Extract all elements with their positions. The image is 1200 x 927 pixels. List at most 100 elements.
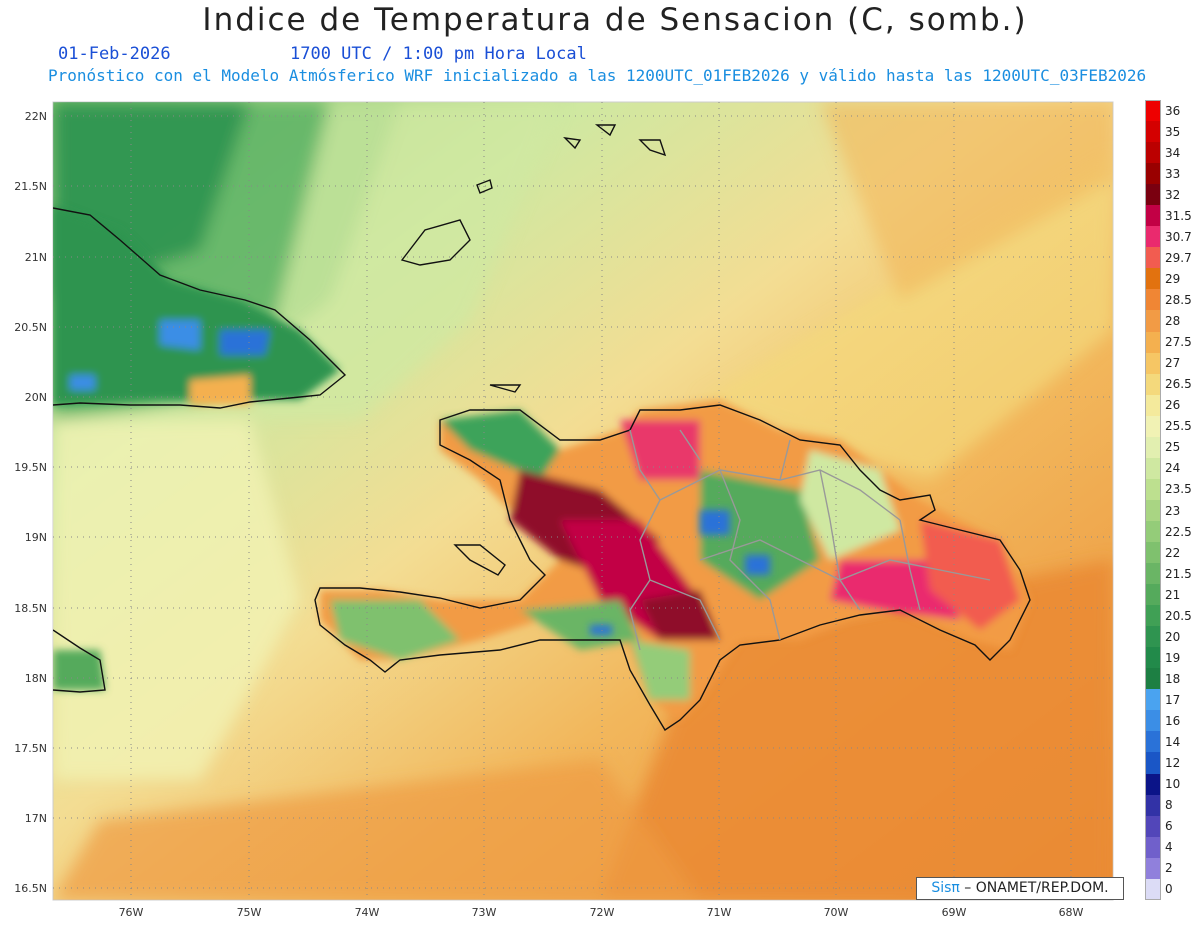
colorbar-label: 34 bbox=[1165, 145, 1181, 160]
colorbar-swatch bbox=[1145, 352, 1161, 374]
colorbar-label: 20 bbox=[1165, 629, 1181, 644]
lon-label: 69W bbox=[942, 906, 967, 919]
colorbar-swatch bbox=[1145, 331, 1161, 353]
lat-label: 22N bbox=[25, 110, 47, 123]
lat-label: 18N bbox=[25, 672, 47, 685]
lon-label: 70W bbox=[824, 906, 849, 919]
colorbar-swatch bbox=[1145, 373, 1161, 395]
lon-label: 76W bbox=[119, 906, 144, 919]
colorbar-swatch bbox=[1145, 689, 1161, 711]
lon-label: 75W bbox=[237, 906, 262, 919]
colorbar-label: 17 bbox=[1165, 693, 1181, 707]
colorbar-swatch bbox=[1145, 794, 1161, 816]
lat-label: 18.5N bbox=[14, 602, 47, 615]
colorbar-swatch bbox=[1145, 100, 1161, 122]
lat-label: 20.5N bbox=[14, 321, 47, 334]
colorbar-label: 12 bbox=[1165, 756, 1181, 771]
lat-label: 21N bbox=[25, 251, 47, 264]
colorbar bbox=[1145, 100, 1161, 900]
colorbar-label: 2 bbox=[1165, 861, 1173, 876]
colorbar-swatch bbox=[1145, 605, 1161, 627]
colorbar-label: 29 bbox=[1165, 271, 1181, 286]
credit-brand: Sisπ bbox=[931, 880, 960, 896]
lat-label: 19.5N bbox=[14, 461, 47, 474]
colorbar-label: 22 bbox=[1165, 545, 1181, 560]
colorbar-swatch bbox=[1145, 142, 1161, 164]
lat-label: 16.5N bbox=[14, 882, 47, 895]
colorbar-label: 8 bbox=[1165, 798, 1173, 813]
colorbar-swatch bbox=[1145, 268, 1161, 290]
colorbar-label: 10 bbox=[1165, 777, 1181, 792]
colorbar-label: 24 bbox=[1165, 461, 1181, 476]
colorbar-swatch bbox=[1145, 647, 1161, 669]
lon-label: 71W bbox=[707, 906, 732, 919]
colorbar-label: 22.5 bbox=[1165, 524, 1192, 539]
colorbar-label: 23.5 bbox=[1165, 482, 1192, 497]
lon-label: 74W bbox=[355, 906, 380, 919]
colorbar-swatch bbox=[1145, 857, 1161, 879]
colorbar-label: 36 bbox=[1165, 103, 1181, 118]
colorbar-label: 6 bbox=[1165, 819, 1173, 834]
colorbar-label: 21.5 bbox=[1165, 566, 1192, 581]
colorbar-swatch bbox=[1145, 121, 1161, 143]
forecast-time: 1700 UTC / 1:00 pm Hora Local bbox=[290, 44, 587, 64]
colorbar-swatch bbox=[1145, 541, 1161, 564]
colorbar-label: 25.5 bbox=[1165, 419, 1192, 434]
colorbar-label: 29.7 bbox=[1165, 250, 1192, 265]
colorbar-swatch bbox=[1145, 731, 1161, 753]
colorbar-label: 25 bbox=[1165, 440, 1181, 455]
colorbar-swatch bbox=[1145, 478, 1161, 500]
colorbar-label: 23 bbox=[1165, 503, 1181, 518]
colorbar-label: 16 bbox=[1165, 714, 1181, 729]
colorbar-label: 19 bbox=[1165, 650, 1181, 665]
lat-labels: 22N 21.5N 21N 20.5N 20N 19.5N 19N 18.5N … bbox=[14, 110, 47, 895]
colorbar-swatch bbox=[1145, 584, 1161, 606]
colorbar-swatch bbox=[1145, 815, 1161, 837]
lat-label: 17.5N bbox=[14, 742, 47, 755]
lat-label: 21.5N bbox=[14, 180, 47, 193]
lon-label: 73W bbox=[472, 906, 497, 919]
lat-label: 17N bbox=[25, 812, 47, 825]
colorbar-swatch bbox=[1145, 499, 1161, 521]
colorbar-swatch bbox=[1145, 878, 1161, 900]
colorbar-swatch bbox=[1145, 205, 1161, 227]
colorbar-swatch bbox=[1145, 394, 1161, 416]
colorbar-label: 26 bbox=[1165, 398, 1181, 413]
colorbar-label: 32 bbox=[1165, 187, 1181, 202]
colorbar-swatch bbox=[1145, 710, 1161, 732]
colorbar-label: 33 bbox=[1165, 166, 1181, 181]
colorbar-label: 14 bbox=[1165, 735, 1181, 750]
colorbar-swatch bbox=[1145, 626, 1161, 648]
colorbar-swatch bbox=[1145, 563, 1161, 585]
colorbar-label: 28 bbox=[1165, 314, 1181, 329]
colorbar-swatch bbox=[1145, 310, 1161, 332]
lon-label: 68W bbox=[1059, 906, 1084, 919]
colorbar-label: 26.5 bbox=[1165, 377, 1192, 392]
colorbar-label: 35 bbox=[1165, 124, 1181, 139]
field-shading bbox=[53, 102, 1113, 900]
colorbar-swatch bbox=[1145, 436, 1161, 458]
colorbar-label: 31.5 bbox=[1165, 208, 1192, 223]
colorbar-label: 21 bbox=[1165, 587, 1181, 602]
lon-labels: 76W 75W 74W 73W 72W 71W 70W 69W 68W bbox=[119, 906, 1084, 919]
colorbar-swatch bbox=[1145, 668, 1161, 690]
colorbar-swatch bbox=[1145, 752, 1161, 774]
colorbar-swatch bbox=[1145, 247, 1161, 269]
colorbar-label: 18 bbox=[1165, 671, 1181, 686]
colorbar-label: 0 bbox=[1165, 882, 1173, 897]
coastlines bbox=[53, 124, 1031, 731]
colorbar-swatch bbox=[1145, 415, 1161, 437]
colorbar-swatch bbox=[1145, 773, 1161, 795]
heat-index-map: 22N 21.5N 21N 20.5N 20N 19.5N 19N 18.5N … bbox=[14, 101, 1114, 919]
forecast-note: Pronóstico con el Modelo Atmósferico WRF… bbox=[48, 66, 1147, 85]
colorbar-swatch bbox=[1145, 184, 1161, 206]
colorbar-swatch bbox=[1145, 836, 1161, 858]
map-title: Indice de Temperatura de Sensacion (C, s… bbox=[202, 2, 1028, 38]
colorbar-swatch bbox=[1145, 289, 1161, 311]
graticule bbox=[53, 102, 1113, 900]
lon-label: 72W bbox=[590, 906, 615, 919]
colorbar-label: 27.5 bbox=[1165, 335, 1192, 350]
lat-label: 19N bbox=[25, 531, 47, 544]
colorbar-label: 28.5 bbox=[1165, 293, 1192, 307]
colorbar-swatch bbox=[1145, 520, 1161, 542]
